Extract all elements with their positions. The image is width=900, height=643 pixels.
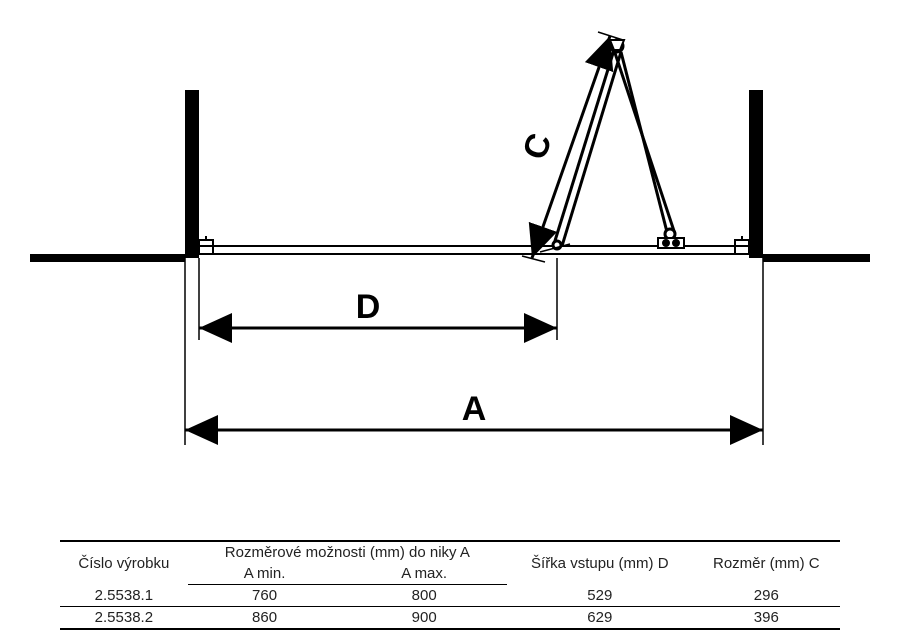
th-product: Číslo výrobku (60, 541, 188, 585)
label-c: C (516, 129, 560, 165)
cell-amax: 900 (341, 607, 507, 630)
dimension-a: A (185, 258, 763, 445)
table-row: 2.5538.2 860 900 629 396 (60, 607, 840, 630)
wall-left (185, 90, 199, 258)
th-range: Rozměrové možnosti (mm) do niky A (188, 541, 507, 563)
cell-amax: 800 (341, 585, 507, 607)
cell-c: 396 (693, 607, 840, 630)
cell-amin: 760 (188, 585, 342, 607)
dimension-d: D (199, 258, 557, 340)
cell-amin: 860 (188, 607, 342, 630)
th-amax: A max. (341, 563, 507, 585)
cell-c: 296 (693, 585, 840, 607)
table-row: 2.5538.1 760 800 529 296 (60, 585, 840, 607)
th-c: Rozměr (mm) C (693, 541, 840, 585)
folding-door (540, 40, 684, 252)
dimension-c: C (516, 32, 623, 262)
dimension-diagram: D A C (0, 0, 900, 520)
wall-right (749, 90, 763, 258)
spec-table-container: Číslo výrobku Rozměrové možnosti (mm) do… (60, 540, 840, 630)
cell-d: 629 (507, 607, 693, 630)
cell-id: 2.5538.2 (60, 607, 188, 630)
cell-d: 529 (507, 585, 693, 607)
th-d: Šířka vstupu (mm) D (507, 541, 693, 585)
cell-id: 2.5538.1 (60, 585, 188, 607)
th-amin: A min. (188, 563, 342, 585)
label-d: D (356, 288, 381, 326)
spec-table: Číslo výrobku Rozměrové možnosti (mm) do… (60, 540, 840, 630)
label-a: A (462, 390, 487, 428)
